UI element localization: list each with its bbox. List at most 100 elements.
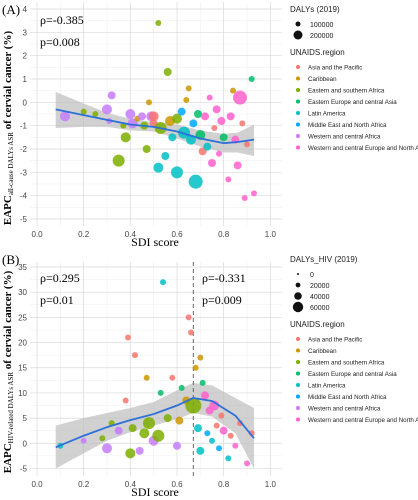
panel-a-color-legend-label: Asia and the Pacific bbox=[308, 65, 362, 72]
panel-a-y-tick-label: 2 bbox=[23, 52, 28, 61]
panel-a-y-tick-label: -2 bbox=[20, 145, 28, 154]
panel-b-point bbox=[114, 426, 123, 435]
panel-b-size-legend-title: DALYs_HIV (2019) bbox=[290, 255, 358, 264]
panel-a-y-tick-label: -1 bbox=[20, 122, 28, 131]
panel-a-point bbox=[60, 111, 70, 122]
panel-a-x-tick-label: 0.8 bbox=[218, 230, 230, 239]
panel-a-y-axis-label: EAPCall-cause DALYs ASR of cervial cance… bbox=[2, 31, 15, 226]
panel-b-y-tick-label: 5 bbox=[23, 414, 28, 423]
panel-b-label: (B) bbox=[2, 252, 19, 267]
panel-b-y-axis-label: EAPCHIV-related DALYs ASR of cervial can… bbox=[2, 270, 15, 473]
panel-b-point bbox=[188, 329, 194, 336]
panel-a-point bbox=[146, 99, 152, 106]
panel-a-point bbox=[208, 159, 216, 167]
panel-a-point bbox=[168, 133, 177, 142]
panel-a-point bbox=[248, 76, 255, 82]
panel-b-point bbox=[99, 435, 106, 442]
panel-a-point bbox=[225, 176, 232, 183]
panel-b-point bbox=[227, 432, 234, 439]
panel-b-y-tick-label: 0 bbox=[23, 439, 28, 448]
panel-a-point bbox=[241, 195, 248, 201]
panel-a-y-tick-label: 1 bbox=[23, 75, 28, 84]
panel-b-point bbox=[199, 379, 206, 386]
panel-b-point bbox=[80, 437, 87, 444]
panel-a-size-legend-label: 200000 bbox=[310, 33, 333, 40]
panel-b-point bbox=[197, 354, 204, 361]
panel-b-point bbox=[178, 384, 185, 391]
panel-b-color-legend-key bbox=[296, 417, 300, 422]
panel-b-size-legend-key bbox=[292, 301, 304, 313]
panel-a-color-legend-key bbox=[296, 88, 300, 92]
panel-b-color-legend-label: Western and central Europe and North Ame… bbox=[308, 417, 418, 424]
panel-b-point bbox=[216, 445, 222, 452]
panel-b-size-legend-label: 0 bbox=[310, 272, 314, 279]
panel-b-point bbox=[157, 389, 164, 396]
panel-b-color-legend-key bbox=[296, 360, 300, 364]
panel-b-color-legend-label: Latin America bbox=[308, 383, 346, 390]
panel-a-pvalue: p=0.008 bbox=[40, 35, 80, 49]
panel-a-color-legend-label: Caribbean bbox=[308, 76, 337, 83]
panel-b-point bbox=[209, 437, 215, 444]
panel-b-color-legend-key bbox=[296, 371, 300, 376]
panel-a-point bbox=[244, 141, 250, 148]
panel-a-color-legend-key bbox=[296, 65, 300, 69]
panel-b-point bbox=[173, 441, 181, 450]
panel-a-color-legend-key bbox=[296, 76, 300, 81]
panel-a-point bbox=[201, 112, 209, 121]
panel-b-x-tick-label: 1.0 bbox=[265, 480, 277, 489]
panel-a-point bbox=[120, 132, 131, 143]
panel-b-point bbox=[102, 443, 112, 454]
panel-a-point bbox=[153, 162, 164, 173]
panel-b-legend: DALYs_HIV (2019) 0 20000 40000 60000 UNAIDS.r… bbox=[290, 255, 418, 424]
panel-b-y-tick-label: 15 bbox=[18, 364, 27, 373]
panel-a-point bbox=[107, 91, 116, 100]
panel-b-y-tick-label: -5 bbox=[20, 464, 28, 473]
panel-a: (A) 0.0 0.2 0.4 0.6 0.8 1.0 -5 -4 -3 -2 -1 0 1 2 3 4 EA… bbox=[2, 2, 418, 249]
panel-a-y-tick-label: 3 bbox=[23, 28, 28, 37]
panel-a-color-legend-key bbox=[296, 134, 300, 138]
panel-a-point bbox=[177, 107, 186, 116]
panel-a-y-tick-label: -3 bbox=[20, 168, 28, 177]
panel-a-point bbox=[102, 104, 112, 115]
panel-b-pvalue-right: p=0.009 bbox=[202, 293, 242, 307]
panel-a-x-tick-label: 1.0 bbox=[265, 230, 277, 239]
panel-a-point bbox=[125, 109, 136, 119]
panel-a-point bbox=[251, 190, 257, 197]
panel-a-color-legend-key bbox=[296, 122, 300, 127]
panel-a-ylabel-sub: all-cause DALYs ASR bbox=[7, 132, 15, 195]
panel-a-plot-area: 0.0 0.2 0.4 0.6 0.8 1.0 -5 -4 -3 -2 -1 0 1 2 3 4 bbox=[20, 2, 282, 239]
panel-b-x-tick-label: 0.8 bbox=[218, 480, 230, 489]
panel-b-point bbox=[122, 397, 129, 404]
panel-b-color-legend-key bbox=[296, 348, 300, 353]
panel-a-color-legend-label: Middle East and North Africa bbox=[308, 122, 387, 129]
panel-b-point bbox=[192, 364, 199, 371]
panel-b-size-legend-key bbox=[294, 292, 302, 300]
panel-a-label: (A) bbox=[2, 2, 20, 17]
panel-b-size-legend-label: 40000 bbox=[310, 294, 330, 301]
panel-b-point bbox=[135, 446, 144, 455]
panel-b-color-legend-key bbox=[296, 337, 300, 341]
panel-a-y-tick-label: 4 bbox=[23, 5, 28, 14]
panel-b-y-tick-label: 35 bbox=[18, 263, 27, 272]
panel-b-point bbox=[185, 314, 192, 321]
panel-b-y-tick-label: 10 bbox=[18, 389, 27, 398]
panel-b-point bbox=[139, 428, 150, 439]
panel-b-point bbox=[163, 414, 172, 423]
panel-a-point bbox=[194, 110, 202, 118]
panel-b-x-tick-label: 0.6 bbox=[171, 480, 183, 489]
panel-a-point bbox=[148, 111, 159, 122]
panel-a-color-legend-label: Eastern and southern Africa bbox=[308, 88, 385, 95]
panel-b-y-tick-label: 20 bbox=[18, 339, 27, 348]
panel-b-point bbox=[194, 424, 202, 433]
panel-b-point bbox=[204, 430, 211, 437]
panel-b-x-tick-label: 0.2 bbox=[78, 480, 90, 489]
panel-b-color-legend-label: Caribbean bbox=[308, 348, 337, 355]
panel-b-color-legend-key bbox=[296, 406, 300, 410]
panel-a-point bbox=[189, 119, 198, 128]
panel-a-x-axis-label: SDI score bbox=[131, 235, 179, 249]
panel-a-x-tick-label: 0.0 bbox=[31, 230, 43, 239]
panel-a-point bbox=[80, 108, 87, 115]
panel-a-point bbox=[212, 105, 221, 114]
panel-a-point bbox=[92, 111, 99, 117]
